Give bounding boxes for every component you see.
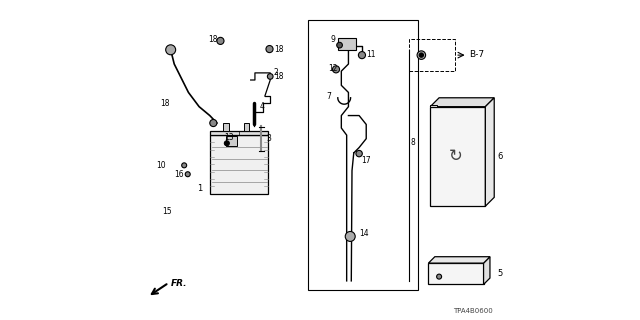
Circle shape [332,66,340,73]
Circle shape [210,119,217,127]
Polygon shape [485,98,494,206]
Circle shape [182,163,187,168]
Text: 18: 18 [274,72,284,81]
Bar [226,136,237,146]
Text: 1: 1 [197,184,203,193]
Bar [210,131,268,135]
Bar [244,123,249,131]
Circle shape [268,74,273,79]
Bar [338,38,356,50]
Polygon shape [430,98,494,107]
Text: 9: 9 [331,35,335,44]
Circle shape [358,52,365,59]
Text: 6: 6 [498,152,503,161]
Circle shape [225,141,229,146]
Bar [428,263,484,284]
Bar [409,39,455,71]
Circle shape [419,53,424,57]
Bar [223,123,229,131]
Text: 14: 14 [359,229,369,238]
Text: 18: 18 [274,44,284,53]
Text: 3: 3 [267,134,271,143]
Text: 12: 12 [328,64,337,73]
Text: 16: 16 [174,170,184,179]
Text: 17: 17 [361,156,371,165]
Polygon shape [484,257,490,284]
Circle shape [217,37,224,44]
Text: FR.: FR. [171,279,187,288]
Text: 4: 4 [260,102,264,111]
Circle shape [266,45,273,52]
Polygon shape [428,257,490,263]
Text: TPA4B0600: TPA4B0600 [452,308,492,314]
Text: 15: 15 [162,207,172,216]
Text: 13: 13 [224,133,234,142]
Text: 5: 5 [498,269,503,278]
Text: 7: 7 [326,92,332,100]
Circle shape [417,51,426,60]
Text: 2: 2 [274,68,278,77]
Bar [210,135,268,194]
Text: ↻: ↻ [449,148,463,165]
Circle shape [436,274,442,279]
Circle shape [345,231,355,241]
Bar [430,107,485,206]
Text: 18: 18 [160,99,170,108]
Bar [308,20,418,290]
Text: B-7: B-7 [469,50,484,59]
Circle shape [337,42,342,48]
Text: 10: 10 [156,161,166,170]
Circle shape [356,150,362,157]
Circle shape [185,172,190,177]
Text: 8: 8 [411,138,415,147]
Text: 18: 18 [208,35,218,44]
Polygon shape [430,105,436,107]
Circle shape [166,45,175,55]
Text: 11: 11 [366,50,376,59]
